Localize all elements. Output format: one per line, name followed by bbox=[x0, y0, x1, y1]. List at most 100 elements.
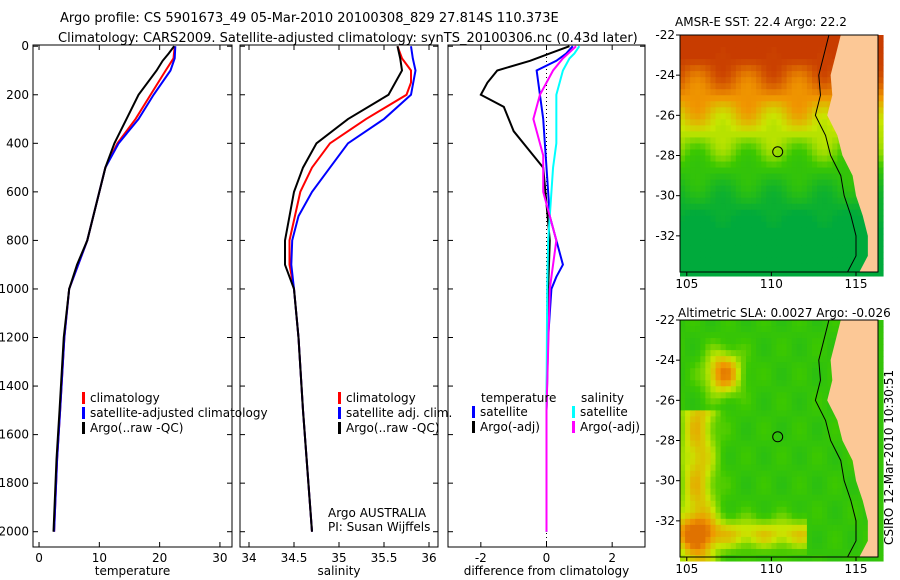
map-cell bbox=[680, 488, 686, 496]
map-cell bbox=[725, 263, 732, 271]
map-cell bbox=[827, 446, 833, 454]
map-cell bbox=[786, 542, 793, 550]
map-cell bbox=[806, 185, 813, 193]
map-cell bbox=[695, 173, 701, 181]
map-cell bbox=[705, 173, 711, 181]
map-cell bbox=[695, 434, 701, 442]
map-cell bbox=[761, 422, 767, 429]
legend-diff-temp-sat-swatch bbox=[472, 406, 475, 418]
map-cell bbox=[730, 368, 737, 375]
map-cell bbox=[680, 167, 686, 175]
map-cell bbox=[812, 149, 818, 157]
map-cell bbox=[740, 392, 747, 399]
map-cell bbox=[857, 506, 864, 514]
map-cell bbox=[771, 35, 777, 42]
map-cell bbox=[720, 191, 727, 199]
map-cell bbox=[720, 434, 727, 442]
map-cell bbox=[837, 500, 843, 508]
map-cell bbox=[776, 440, 783, 448]
map-cell bbox=[725, 494, 732, 502]
map-cell bbox=[695, 350, 701, 357]
map-cell bbox=[812, 269, 818, 277]
map-cell bbox=[776, 173, 783, 181]
map-cell bbox=[791, 263, 798, 271]
map-cell bbox=[766, 344, 772, 351]
map-cell bbox=[680, 422, 686, 429]
map-cell bbox=[766, 542, 772, 550]
map-cell bbox=[700, 404, 706, 411]
map-cell bbox=[842, 191, 849, 199]
map-cell bbox=[700, 392, 706, 399]
map-cell bbox=[746, 155, 752, 163]
map-cell bbox=[806, 53, 813, 60]
map-cell bbox=[776, 269, 783, 277]
map-cell bbox=[685, 482, 691, 490]
map-cell bbox=[685, 227, 691, 235]
map-cell bbox=[720, 131, 727, 138]
lon-tick-label: 105 bbox=[675, 277, 698, 291]
map-cell bbox=[796, 344, 803, 351]
map-cell bbox=[857, 251, 864, 259]
map-cell bbox=[801, 488, 808, 496]
legend-sal-0-swatch bbox=[338, 392, 341, 404]
map-cell bbox=[852, 476, 859, 484]
map-cell bbox=[720, 422, 727, 429]
map-cell bbox=[852, 518, 859, 526]
map-cell bbox=[806, 95, 813, 102]
map-cell bbox=[776, 161, 783, 169]
map-cell bbox=[685, 221, 691, 229]
map-cell bbox=[730, 452, 737, 460]
map-cell bbox=[781, 494, 788, 502]
map-cell bbox=[822, 203, 828, 211]
lat-tick-label: -24 bbox=[655, 353, 675, 367]
map-cell bbox=[740, 221, 747, 229]
map-cell bbox=[715, 464, 722, 472]
map-cell bbox=[801, 452, 808, 460]
map-cell bbox=[781, 77, 788, 84]
map-cell bbox=[822, 59, 828, 66]
map-cell bbox=[685, 470, 691, 478]
map-cell bbox=[822, 185, 828, 193]
map-cell bbox=[746, 71, 752, 78]
map-cell bbox=[822, 71, 828, 78]
map-cell bbox=[776, 554, 783, 562]
map-cell bbox=[705, 95, 711, 102]
map-cell bbox=[695, 119, 701, 126]
map-cell bbox=[680, 185, 686, 193]
map-cell bbox=[710, 251, 717, 259]
map-cell bbox=[746, 338, 752, 345]
map-cell bbox=[791, 548, 798, 556]
map-cell bbox=[832, 440, 838, 448]
map-cell bbox=[680, 59, 686, 66]
map-cell bbox=[817, 221, 823, 229]
map-cell bbox=[751, 332, 757, 339]
map-cell bbox=[710, 197, 717, 205]
map-cell bbox=[771, 554, 777, 562]
map-cell bbox=[715, 179, 722, 187]
map-cell bbox=[781, 209, 788, 217]
map-cell bbox=[715, 185, 722, 193]
map-cell bbox=[806, 440, 813, 448]
map-cell bbox=[786, 518, 793, 526]
legend-header-temperature: temperature bbox=[481, 391, 556, 405]
map-cell bbox=[791, 374, 798, 381]
map-cell bbox=[700, 233, 706, 241]
map-cell bbox=[710, 380, 717, 387]
map-cell bbox=[842, 185, 849, 193]
map-cell bbox=[791, 191, 798, 199]
map-cell bbox=[740, 101, 747, 108]
map-cell bbox=[796, 137, 803, 144]
map-cell bbox=[700, 155, 706, 163]
map-cell bbox=[740, 167, 747, 175]
map-cell bbox=[842, 179, 849, 187]
map-cell bbox=[801, 440, 808, 448]
map-cell bbox=[740, 470, 747, 478]
map-cell bbox=[740, 410, 747, 417]
map-cell bbox=[756, 257, 762, 265]
map-cell bbox=[786, 257, 793, 265]
map-cell bbox=[751, 65, 757, 72]
map-cell bbox=[817, 518, 823, 526]
map-cell bbox=[710, 362, 717, 369]
map-cell bbox=[730, 149, 737, 157]
map-cell bbox=[796, 452, 803, 460]
